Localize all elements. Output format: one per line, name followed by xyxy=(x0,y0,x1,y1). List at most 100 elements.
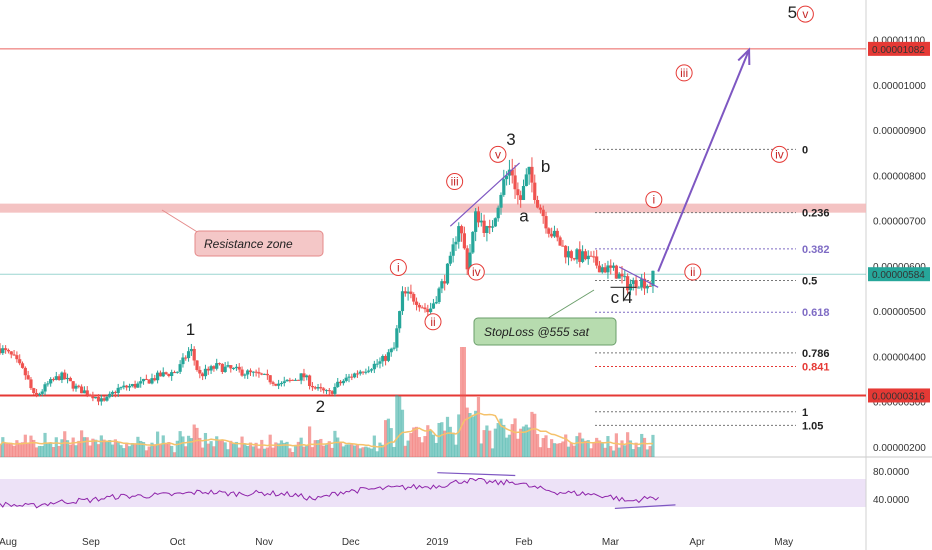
candle xyxy=(206,368,210,371)
volume-bar xyxy=(409,433,413,457)
sub-wave-circle xyxy=(489,145,507,163)
candle xyxy=(389,348,393,353)
candle xyxy=(524,174,528,187)
volume-bar xyxy=(139,440,143,457)
volume-bar xyxy=(414,426,419,457)
volume-bar xyxy=(434,442,438,457)
volume-bar xyxy=(60,439,64,457)
volume-bar xyxy=(541,438,545,457)
candle xyxy=(209,366,213,371)
volume-bar xyxy=(634,442,638,457)
candle xyxy=(634,280,638,289)
candle xyxy=(299,373,303,381)
rsi-line xyxy=(0,477,659,509)
volume-bar xyxy=(65,440,70,457)
volume-bar xyxy=(279,440,284,457)
volume-bar xyxy=(206,443,210,457)
volume-bar xyxy=(102,439,106,457)
volume-bar xyxy=(378,442,382,457)
rsi-divergence-bottom xyxy=(614,504,676,509)
candle xyxy=(133,384,137,388)
volume-bar xyxy=(493,428,497,457)
candle xyxy=(243,374,247,376)
candle xyxy=(451,244,455,256)
volume-bar xyxy=(640,433,644,457)
candle xyxy=(12,354,16,356)
volume-bar xyxy=(637,447,641,457)
volume-bar xyxy=(223,442,227,457)
volume-bar xyxy=(488,430,492,457)
candle xyxy=(232,367,236,369)
volume-bar xyxy=(550,439,554,457)
volume-bar xyxy=(383,420,388,457)
candle xyxy=(412,294,416,302)
candle xyxy=(63,372,67,380)
volume-bar xyxy=(324,444,329,457)
time-tick-label: Sep xyxy=(82,537,100,548)
candle xyxy=(46,383,50,385)
volume-bar xyxy=(558,443,562,457)
candle xyxy=(91,395,95,399)
candle xyxy=(265,373,269,376)
volume-bar xyxy=(516,438,520,457)
volume-bar xyxy=(248,442,253,457)
candle xyxy=(175,371,179,373)
volume-bar xyxy=(158,444,163,457)
candle xyxy=(172,372,177,374)
volume-bar xyxy=(344,444,348,457)
candle xyxy=(609,265,613,268)
volume-bar xyxy=(507,434,512,457)
volume-bar xyxy=(381,444,385,457)
price-tick-label: 0.00000900 xyxy=(873,126,926,137)
volume-bar xyxy=(85,437,89,457)
volume-bar xyxy=(538,447,542,457)
candle xyxy=(251,371,255,373)
volume-bar xyxy=(398,396,402,457)
candle xyxy=(71,381,75,389)
time-tick-label: Nov xyxy=(255,537,273,548)
candle xyxy=(533,182,537,200)
candle xyxy=(296,379,300,381)
candle xyxy=(488,226,492,228)
volume-bar xyxy=(237,447,241,457)
candle xyxy=(527,166,531,175)
volume-bar xyxy=(257,448,261,457)
volume-bar xyxy=(336,437,340,457)
volume-bar xyxy=(186,435,191,457)
volume-bar xyxy=(547,447,551,457)
volume-bar xyxy=(600,442,604,457)
volume-bar xyxy=(569,442,573,457)
candle xyxy=(476,211,481,223)
candle xyxy=(161,372,165,377)
volume-bar xyxy=(395,394,399,457)
candle xyxy=(429,308,433,313)
candle xyxy=(18,359,22,364)
volume-bar xyxy=(552,443,557,457)
volume-bar xyxy=(535,434,540,457)
time-tick-label: Oct xyxy=(170,537,186,548)
candle xyxy=(640,278,644,288)
volume-ma-line xyxy=(0,412,654,448)
candle xyxy=(355,373,360,375)
wave-label-1: 1 xyxy=(186,320,195,339)
candle xyxy=(516,189,520,196)
candle xyxy=(420,307,424,309)
volume-bar xyxy=(282,442,286,457)
volume-bar xyxy=(23,434,27,457)
volume-bar xyxy=(91,438,95,457)
candle xyxy=(282,381,286,384)
candle xyxy=(459,226,464,234)
fib-label: 0.786 xyxy=(802,348,830,360)
volume-bar xyxy=(496,423,500,457)
support-price-tag-bg xyxy=(868,388,930,403)
candle xyxy=(198,369,202,374)
candle xyxy=(474,211,478,232)
volume-bar xyxy=(423,436,427,457)
candle xyxy=(614,265,618,279)
volume-bar xyxy=(43,432,47,457)
time-tick-label: Dec xyxy=(342,537,360,548)
forecast-arrowhead xyxy=(737,47,751,66)
volume-bar xyxy=(232,443,236,457)
volume-bar xyxy=(254,442,258,457)
